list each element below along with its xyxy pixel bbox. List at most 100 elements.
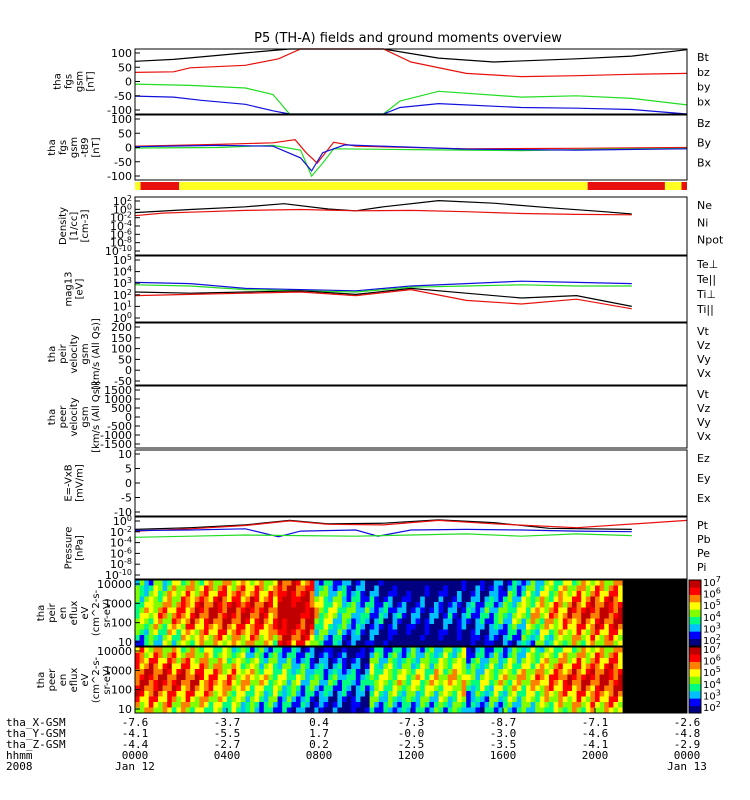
spectrogram-cell xyxy=(521,685,527,692)
spectrogram-cell xyxy=(498,585,504,592)
spectrogram-cell xyxy=(480,663,486,670)
spectrogram-cell xyxy=(319,613,325,619)
spectrogram-cell xyxy=(268,647,274,653)
spectrogram-cell xyxy=(199,702,205,708)
spectrogram-cell xyxy=(677,647,683,713)
spectrogram-cell xyxy=(355,624,361,630)
spectrogram-cell xyxy=(286,640,292,647)
spectrogram-cell xyxy=(374,629,380,636)
spectrogram-cell xyxy=(498,580,504,586)
spectrogram-cell xyxy=(194,707,200,714)
spectrogram-cell xyxy=(231,691,237,697)
spectrogram-cell xyxy=(429,585,435,592)
spectrogram-cell xyxy=(452,629,458,636)
spectrogram-cell xyxy=(135,585,141,592)
spectrogram-cell xyxy=(576,635,582,641)
spectrogram-cell xyxy=(438,607,444,614)
spectrogram-cell xyxy=(549,613,555,619)
spectrogram-cell xyxy=(590,607,596,614)
spectrogram-cell xyxy=(526,685,532,692)
spectrogram-cell xyxy=(291,685,297,692)
spectrogram-cell xyxy=(273,680,279,686)
spectrogram-cell xyxy=(397,696,403,703)
spectrogram-cell xyxy=(618,580,624,586)
spectrogram-cell xyxy=(489,640,495,647)
spectrogram-cell xyxy=(346,624,352,630)
spectrogram-cell xyxy=(342,640,348,647)
spectrogram-cell xyxy=(346,652,352,659)
spectrogram-cell xyxy=(328,607,334,614)
spectrogram-cell xyxy=(296,663,302,670)
spectrogram-cell xyxy=(392,602,398,608)
spectrogram-cell xyxy=(360,680,366,686)
spectrogram-cell xyxy=(498,685,504,692)
spectrogram-cell xyxy=(452,691,458,697)
spectrogram-cell xyxy=(273,596,279,603)
spectrogram-cell xyxy=(503,602,509,608)
spectrogram-cell xyxy=(549,580,555,586)
spectrogram-cell xyxy=(309,702,315,708)
spectrogram-cell xyxy=(562,669,568,675)
spectrogram-cell xyxy=(148,680,154,686)
spectrogram-cell xyxy=(383,602,389,608)
spectrogram-cell xyxy=(245,629,251,636)
spectrogram-cell xyxy=(323,696,329,703)
spectrogram-cell xyxy=(323,663,329,670)
spectrogram-cell xyxy=(254,580,260,586)
spectrogram-cell xyxy=(309,591,315,597)
spectrogram-cell xyxy=(194,585,200,592)
spectrogram-cell xyxy=(572,580,578,586)
spectrogram-cell xyxy=(190,580,196,586)
spectrogram-cell xyxy=(567,602,573,608)
spectrogram-cell xyxy=(227,707,233,714)
spectrogram-cell xyxy=(613,652,619,659)
spectrogram-cell xyxy=(185,707,191,714)
spectrogram-cell xyxy=(167,696,173,703)
spectrogram-cell xyxy=(148,707,154,714)
spectrogram-cell xyxy=(351,629,357,636)
spectrogram-cell xyxy=(489,696,495,703)
spectrogram-cell xyxy=(539,685,545,692)
spectrogram-cell xyxy=(493,607,499,614)
spectrogram-cell xyxy=(438,585,444,592)
spectrogram-cell xyxy=(222,685,228,692)
spectrogram-cell xyxy=(314,580,320,586)
spectrogram-cell xyxy=(470,702,476,708)
spectrogram-cell xyxy=(507,691,513,697)
spectrogram-cell xyxy=(236,613,242,619)
legend-entry: Ti|| xyxy=(696,303,714,316)
spectrogram-cell xyxy=(424,613,430,619)
spectrogram-cell xyxy=(204,685,210,692)
colorbar-swatch xyxy=(689,705,701,714)
spectrogram-cell xyxy=(282,669,288,675)
spectrogram-cell xyxy=(176,585,182,592)
spectrogram-cell xyxy=(608,658,614,664)
spectrogram-cell xyxy=(461,674,467,681)
spectrogram-cell xyxy=(397,602,403,608)
spectrogram-cell xyxy=(346,685,352,692)
spectrogram-cell xyxy=(415,596,421,603)
spectrogram-cell xyxy=(282,624,288,630)
spectrogram-cell xyxy=(438,640,444,647)
spectrogram-cell xyxy=(493,652,499,659)
spectrogram-cell xyxy=(544,624,550,630)
spectrogram-cell xyxy=(162,613,168,619)
spectrogram-cell xyxy=(296,618,302,625)
spectrogram-cell xyxy=(332,658,338,664)
spectrogram-cell xyxy=(332,702,338,708)
spectrogram-cell xyxy=(360,707,366,714)
spectrogram-cell xyxy=(296,652,302,659)
spectrogram-cell xyxy=(309,658,315,664)
spectrogram-cell xyxy=(351,652,357,659)
spectrogram-cell xyxy=(493,702,499,708)
spectrogram-cell xyxy=(153,652,159,659)
spectrogram-cell xyxy=(144,696,150,703)
spectrogram-cell xyxy=(351,624,357,630)
spectrogram-cell xyxy=(245,696,251,703)
spectrogram-cell xyxy=(641,580,647,646)
spectrogram-cell xyxy=(291,635,297,641)
spectrogram-cell xyxy=(332,680,338,686)
spectrogram-cell xyxy=(139,691,145,697)
spectrogram-cell xyxy=(268,629,274,636)
spectrogram-cell xyxy=(535,580,541,586)
